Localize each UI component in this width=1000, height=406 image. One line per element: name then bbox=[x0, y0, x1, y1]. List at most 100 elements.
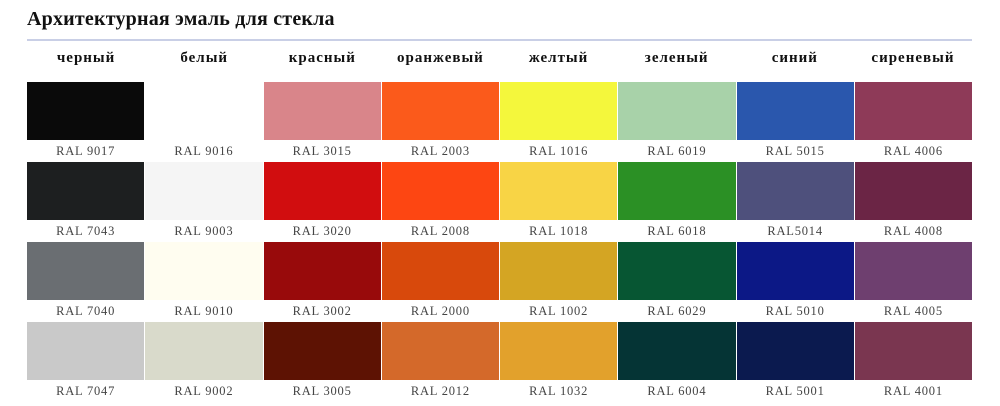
ral-code-label: RAL 9016 bbox=[174, 144, 234, 158]
ral-code-label: RAL 1032 bbox=[529, 384, 589, 398]
color-swatch-card: RAL 6019 bbox=[618, 82, 736, 162]
color-swatch-card: RAL 1032 bbox=[500, 322, 618, 402]
ral-code-label: RAL 2008 bbox=[410, 224, 470, 238]
ral-code-label: RAL 6019 bbox=[647, 144, 707, 158]
color-swatch bbox=[736, 322, 854, 380]
ral-code-label: RAL 5015 bbox=[765, 144, 825, 158]
swatch-row: RAL 7047 RAL 9002 RAL 3005 RAL 2012 RAL 1032… bbox=[27, 322, 972, 402]
color-swatch bbox=[27, 322, 145, 380]
color-swatch bbox=[736, 162, 854, 220]
ral-code-label: RAL 5010 bbox=[765, 304, 825, 318]
color-swatch-card: RAL 1002 bbox=[500, 242, 618, 322]
color-swatch bbox=[27, 82, 145, 140]
color-family-headers: черный белый красный оранжевый желтый зе… bbox=[27, 50, 972, 67]
ral-code-label: RAL 3005 bbox=[292, 384, 352, 398]
column-header-yellow: желтый bbox=[528, 50, 589, 66]
color-swatch bbox=[145, 322, 263, 380]
color-swatch bbox=[381, 162, 499, 220]
color-swatch bbox=[263, 242, 381, 300]
color-swatch bbox=[618, 322, 736, 380]
column-header-green: зеленый bbox=[644, 50, 709, 66]
color-swatch-card: RAL 3005 bbox=[263, 322, 381, 402]
color-swatch bbox=[145, 162, 263, 220]
ral-code-label: RAL 7040 bbox=[56, 304, 116, 318]
color-swatch bbox=[27, 162, 145, 220]
swatch-row: RAL 7043 RAL 9003 RAL 3020 RAL 2008 RAL 1018… bbox=[27, 162, 972, 242]
ral-code-label: RAL 1018 bbox=[529, 224, 589, 238]
color-swatch-card: RAL 4006 bbox=[854, 82, 972, 162]
title-divider bbox=[27, 39, 972, 41]
color-swatch-card: RAL 6004 bbox=[618, 322, 736, 402]
ral-code-label: RAL 9017 bbox=[56, 144, 116, 158]
color-swatch bbox=[263, 82, 381, 140]
color-swatch-card: RAL 2000 bbox=[381, 242, 499, 322]
ral-code-label: RAL 5001 bbox=[765, 384, 825, 398]
color-swatch-card: RAL 3015 bbox=[263, 82, 381, 162]
color-swatch-card: RAL 9003 bbox=[145, 162, 263, 242]
column-header-lilac: сиреневый bbox=[871, 50, 955, 66]
color-swatch-card: RAL 2012 bbox=[381, 322, 499, 402]
column-header-black: черный bbox=[56, 50, 116, 66]
column-header-white: белый bbox=[180, 50, 229, 66]
ral-code-label: RAL 4008 bbox=[883, 224, 943, 238]
column-header-orange: оранжевый bbox=[397, 50, 484, 66]
ral-code-label: RAL 9002 bbox=[174, 384, 234, 398]
column-header-red: красный bbox=[288, 50, 356, 66]
ral-code-label: RAL 2003 bbox=[410, 144, 470, 158]
ral-code-label: RAL 6029 bbox=[647, 304, 707, 318]
color-swatch bbox=[500, 162, 618, 220]
color-swatch-card: RAL 6029 bbox=[618, 242, 736, 322]
color-swatch bbox=[854, 82, 972, 140]
ral-code-label: RAL 1002 bbox=[529, 304, 589, 318]
color-swatch bbox=[500, 242, 618, 300]
ral-code-label: RAL 9003 bbox=[174, 224, 234, 238]
color-swatch-card: RAL 1016 bbox=[500, 82, 618, 162]
color-swatch bbox=[618, 82, 736, 140]
color-swatch-card: RAL 7040 bbox=[27, 242, 145, 322]
color-swatch bbox=[381, 322, 499, 380]
ral-code-label: RAL5014 bbox=[767, 224, 823, 238]
color-swatch bbox=[145, 82, 263, 140]
ral-code-label: RAL 6018 bbox=[647, 224, 707, 238]
color-swatch-card: RAL 9016 bbox=[145, 82, 263, 162]
color-swatch bbox=[736, 82, 854, 140]
ral-code-label: RAL 3015 bbox=[292, 144, 352, 158]
color-swatch-card: RAL 1018 bbox=[500, 162, 618, 242]
ral-code-label: RAL 3002 bbox=[292, 304, 352, 318]
color-swatch-card: RAL 2008 bbox=[381, 162, 499, 242]
color-swatch bbox=[500, 322, 618, 380]
color-swatch-card: RAL 9017 bbox=[27, 82, 145, 162]
color-swatch-card: RAL 4005 bbox=[854, 242, 972, 322]
ral-code-label: RAL 6004 bbox=[647, 384, 707, 398]
ral-code-label: RAL 9010 bbox=[174, 304, 234, 318]
color-swatch bbox=[618, 242, 736, 300]
ral-code-label: RAL 1016 bbox=[529, 144, 589, 158]
color-swatch-card: RAL 7047 bbox=[27, 322, 145, 402]
color-swatch bbox=[736, 242, 854, 300]
color-swatch bbox=[27, 242, 145, 300]
color-swatch-card: RAL 3002 bbox=[263, 242, 381, 322]
color-swatch-card: RAL 2003 bbox=[381, 82, 499, 162]
color-swatch bbox=[381, 82, 499, 140]
column-header-blue: синий bbox=[771, 50, 818, 66]
color-swatch-card: RAL 4008 bbox=[854, 162, 972, 242]
color-swatch-card: RAL5014 bbox=[736, 162, 854, 242]
color-swatch-card: RAL 9010 bbox=[145, 242, 263, 322]
color-swatch-card: RAL 4001 bbox=[854, 322, 972, 402]
color-swatch-card: RAL 6018 bbox=[618, 162, 736, 242]
ral-code-label: RAL 7047 bbox=[56, 384, 116, 398]
color-swatch-card: RAL 5010 bbox=[736, 242, 854, 322]
color-swatch-grid: RAL 9017 RAL 9016 RAL 3015 RAL 2003 RAL 1016… bbox=[27, 82, 972, 402]
page-title: Архитектурная эмаль для стекла bbox=[27, 8, 335, 30]
swatch-row: RAL 9017 RAL 9016 RAL 3015 RAL 2003 RAL 1016… bbox=[27, 82, 972, 162]
color-swatch bbox=[854, 242, 972, 300]
ral-code-label: RAL 2000 bbox=[410, 304, 470, 318]
color-swatch-card: RAL 5001 bbox=[736, 322, 854, 402]
ral-code-label: RAL 4001 bbox=[883, 384, 943, 398]
color-swatch bbox=[854, 322, 972, 380]
color-swatch-card: RAL 5015 bbox=[736, 82, 854, 162]
color-swatch bbox=[500, 82, 618, 140]
ral-code-label: RAL 4006 bbox=[883, 144, 943, 158]
ral-code-label: RAL 2012 bbox=[410, 384, 470, 398]
color-swatch bbox=[263, 322, 381, 380]
